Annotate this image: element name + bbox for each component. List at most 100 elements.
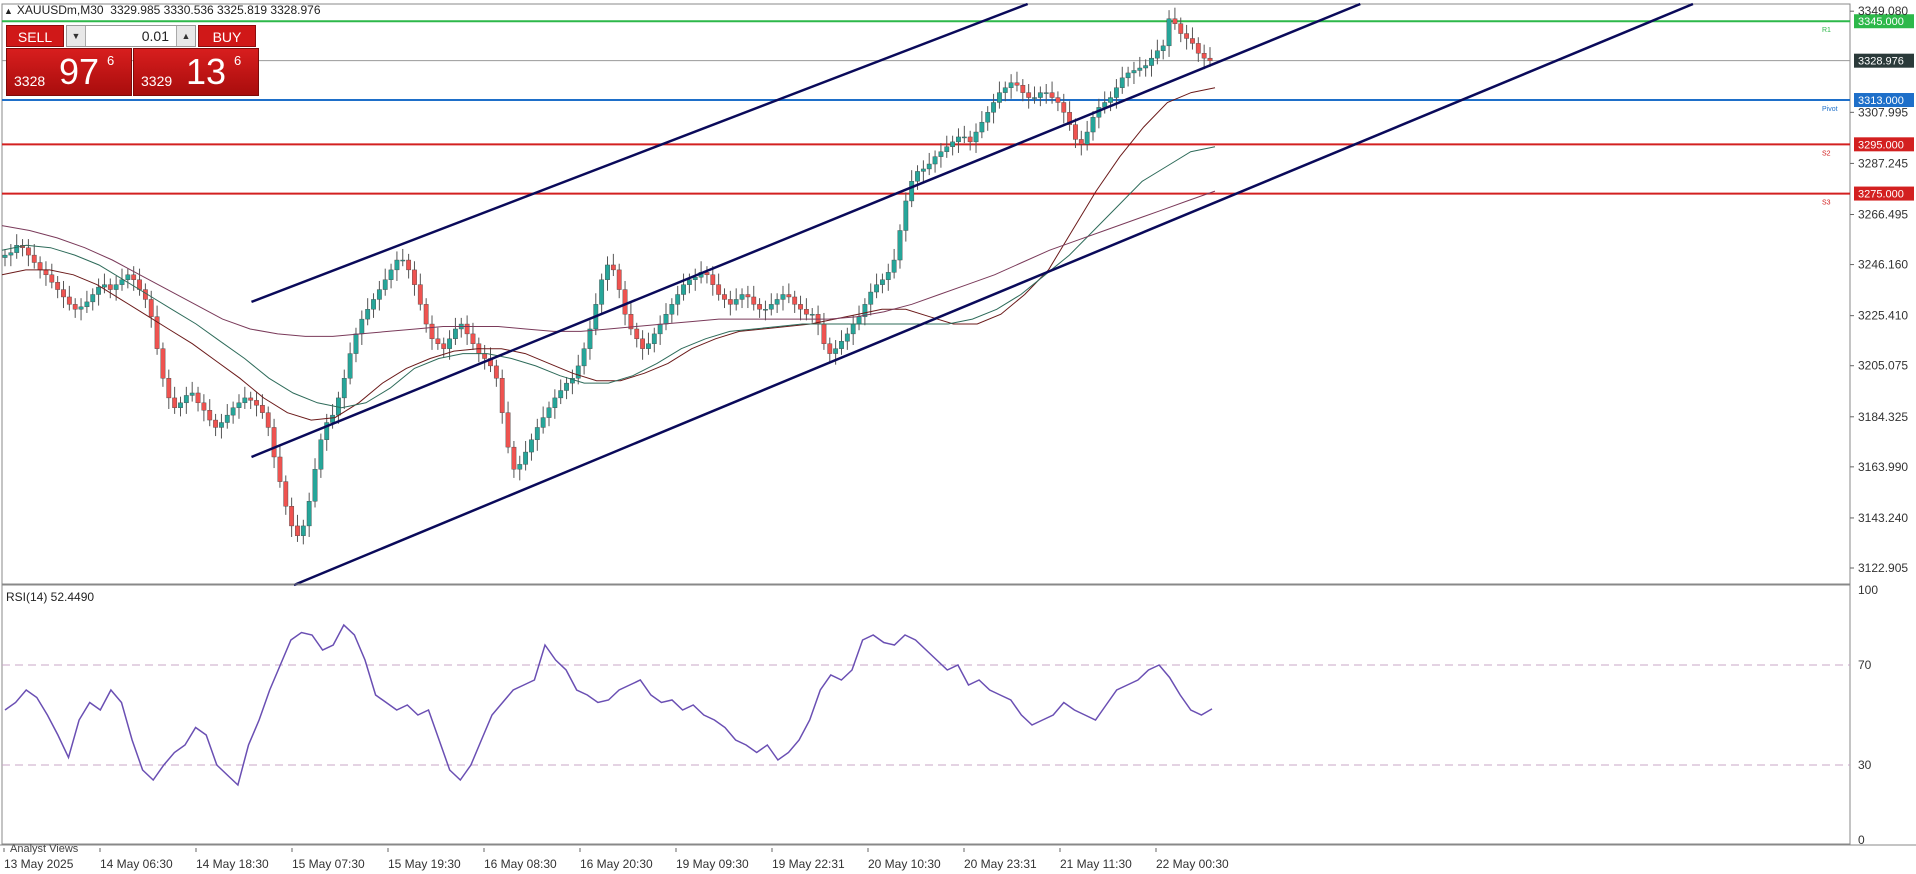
candle-body bbox=[675, 294, 681, 305]
time-axis-tick-label: 14 May 18:30 bbox=[196, 857, 269, 871]
candle-body bbox=[14, 245, 20, 253]
candle-body bbox=[493, 365, 499, 379]
candle-body bbox=[944, 146, 950, 152]
candle-body bbox=[844, 333, 850, 342]
candle-body bbox=[997, 92, 1002, 103]
candle-body bbox=[172, 397, 178, 408]
candle-body bbox=[341, 378, 347, 399]
candle-body bbox=[125, 274, 131, 280]
moving-average-line bbox=[1, 146, 1216, 409]
rsi-line bbox=[4, 623, 1213, 787]
current-price-label: 3328.976 bbox=[1858, 56, 1904, 68]
candle-body bbox=[868, 291, 874, 305]
candle-body bbox=[809, 313, 815, 316]
level-name: S3 bbox=[1822, 200, 1831, 207]
collapse-triangle-icon[interactable]: ▲ bbox=[4, 6, 13, 16]
channel-trendline bbox=[251, 2, 1361, 459]
candle-body bbox=[1195, 43, 1201, 54]
candle-body bbox=[961, 136, 967, 139]
lot-size-input[interactable]: 0.01 bbox=[141, 28, 169, 44]
time-axis-tick-label: 15 May 07:30 bbox=[292, 857, 365, 871]
level-price-label: 3313.000 bbox=[1858, 95, 1904, 107]
candle-body bbox=[1014, 82, 1020, 86]
price-pane-frame bbox=[1, 3, 1851, 586]
analyst-views-tab[interactable]: Analyst Views bbox=[10, 843, 79, 855]
sell-button[interactable]: SELL bbox=[6, 25, 64, 47]
candle-body bbox=[382, 279, 388, 290]
candle-body bbox=[1190, 38, 1195, 44]
candle-body bbox=[616, 269, 622, 290]
candle-body bbox=[49, 274, 55, 283]
lot-size-stepper[interactable]: ▼ 0.01 ▲ bbox=[66, 25, 196, 47]
level-name: S2 bbox=[1822, 150, 1831, 157]
candle-body bbox=[423, 304, 429, 325]
candle-body bbox=[406, 259, 412, 271]
candle-body bbox=[213, 419, 218, 428]
candle-body bbox=[745, 294, 751, 298]
candle-body bbox=[967, 136, 973, 143]
price-axis-tick-label: 3122.905 bbox=[1858, 561, 1908, 575]
candle-body bbox=[938, 151, 944, 157]
time-axis-tick-label: 19 May 22:31 bbox=[772, 857, 845, 871]
price-axis-tick-label: 3225.410 bbox=[1858, 309, 1908, 323]
candle-body bbox=[230, 407, 236, 416]
price-axis-tick-label: 3287.245 bbox=[1858, 156, 1908, 170]
chevron-up-icon[interactable]: ▲ bbox=[176, 26, 195, 46]
candle-body bbox=[1026, 92, 1032, 98]
candle-body bbox=[324, 422, 330, 440]
sell-price-box[interactable]: 3328 97 6 bbox=[6, 48, 132, 96]
candle-body bbox=[1061, 102, 1067, 113]
candle-body bbox=[704, 272, 710, 276]
level-price-label: 3295.000 bbox=[1858, 139, 1904, 151]
chevron-down-icon[interactable]: ▼ bbox=[67, 26, 86, 46]
candle-body bbox=[722, 294, 727, 300]
candle-body bbox=[1172, 18, 1178, 24]
channel-trendline bbox=[251, 2, 1029, 304]
candle-body bbox=[1043, 92, 1049, 94]
candle-body bbox=[189, 392, 195, 396]
candle-body bbox=[1131, 70, 1137, 74]
candle-body bbox=[768, 304, 774, 310]
candle-body bbox=[435, 338, 441, 344]
candle-body bbox=[1184, 33, 1190, 39]
candle-body bbox=[786, 294, 792, 298]
candle-body bbox=[66, 296, 72, 305]
candle-body bbox=[183, 395, 189, 404]
candle-body bbox=[78, 306, 84, 310]
candle-body bbox=[1178, 23, 1184, 34]
candle-body bbox=[2, 254, 8, 258]
candle-body bbox=[265, 412, 271, 428]
buy-price-box[interactable]: 3329 13 6 bbox=[133, 48, 259, 96]
price-axis-tick-label: 3143.240 bbox=[1858, 511, 1908, 525]
moving-average-line bbox=[1, 87, 1216, 421]
candle-body bbox=[1078, 139, 1084, 145]
candle-body bbox=[1114, 87, 1119, 98]
candle-body bbox=[441, 343, 447, 349]
candle-body bbox=[1049, 92, 1055, 98]
candle-body bbox=[985, 112, 991, 123]
candle-body bbox=[686, 279, 692, 285]
candle-body bbox=[546, 407, 552, 418]
candle-body bbox=[178, 402, 183, 408]
candle-body bbox=[429, 323, 435, 340]
candle-body bbox=[610, 264, 616, 271]
candle-body bbox=[909, 181, 915, 202]
time-axis-tick-label: 15 May 19:30 bbox=[388, 857, 461, 871]
candle-body bbox=[564, 382, 569, 391]
candle-body bbox=[739, 294, 745, 300]
level-price-tag bbox=[1854, 14, 1914, 29]
candle-body bbox=[90, 294, 96, 303]
level-name: Pivot bbox=[1822, 106, 1838, 113]
sell-price-prefix: 3328 bbox=[14, 73, 46, 89]
candle-body bbox=[61, 289, 66, 298]
candle-body bbox=[681, 284, 686, 295]
candle-body bbox=[306, 501, 312, 527]
buy-button[interactable]: BUY bbox=[198, 25, 256, 47]
candle-body bbox=[25, 247, 31, 256]
candle-body bbox=[96, 286, 101, 295]
candle-body bbox=[956, 136, 961, 143]
candle-body bbox=[31, 254, 37, 263]
rsi-axis-tick-label: 100 bbox=[1858, 583, 1878, 597]
candle-body bbox=[283, 481, 289, 507]
